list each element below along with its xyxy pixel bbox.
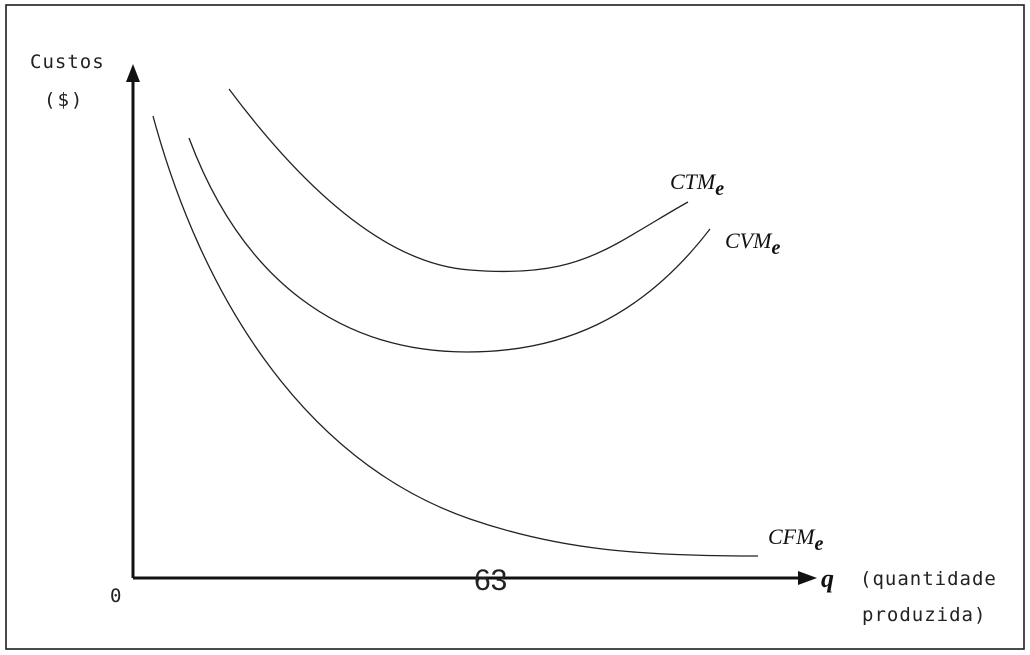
- x-axis-description-line1: (quantidade: [860, 568, 997, 590]
- y-axis-arrowhead: [126, 64, 140, 82]
- cfm-curve-label: CFMe: [768, 524, 823, 555]
- cvm-curve-label: CVMe: [725, 228, 780, 259]
- x-axis-description-line2: produzida): [862, 604, 986, 626]
- page-number: 63: [474, 564, 507, 597]
- cfm-curve: [152, 115, 759, 557]
- x-axis-symbol: q: [821, 564, 834, 593]
- x-axis-arrowhead: [798, 571, 817, 585]
- y-axis-label-unit: ($): [44, 89, 84, 111]
- ctm-curve: [228, 88, 689, 273]
- y-axis-label-costs: Custos: [30, 51, 105, 73]
- ctm-curve-label: CTMe: [670, 169, 724, 200]
- cvm-curve: [188, 137, 711, 353]
- origin-label: 0: [110, 585, 121, 607]
- figure-frame: [5, 4, 1025, 650]
